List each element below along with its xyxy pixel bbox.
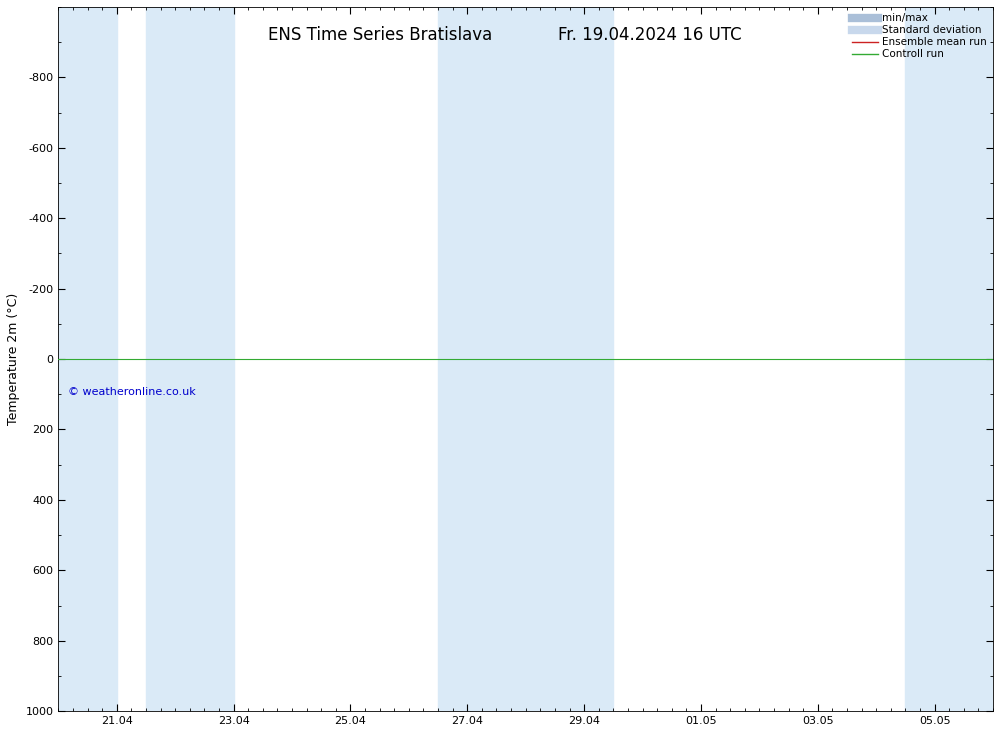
Bar bbox=[58, 7, 117, 711]
Text: © weatheronline.co.uk: © weatheronline.co.uk bbox=[68, 387, 195, 397]
Legend: min/max, Standard deviation, Ensemble mean run, Controll run: min/max, Standard deviation, Ensemble me… bbox=[849, 10, 990, 62]
Text: Fr. 19.04.2024 16 UTC: Fr. 19.04.2024 16 UTC bbox=[558, 26, 742, 44]
Bar bbox=[146, 7, 234, 711]
Bar bbox=[905, 7, 993, 711]
Bar bbox=[438, 7, 613, 711]
Text: ENS Time Series Bratislava: ENS Time Series Bratislava bbox=[268, 26, 492, 44]
Y-axis label: Temperature 2m (°C): Temperature 2m (°C) bbox=[7, 293, 20, 425]
